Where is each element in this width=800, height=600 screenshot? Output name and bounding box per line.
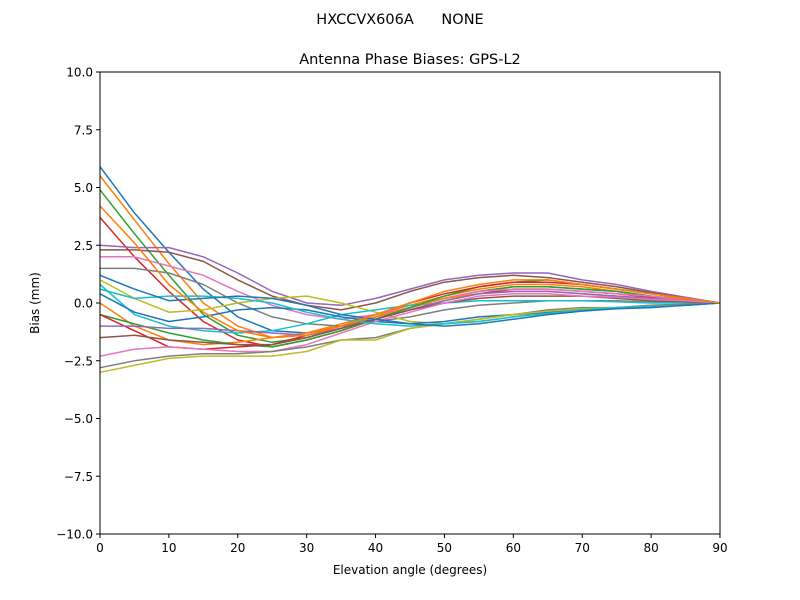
x-tick-label: 20 <box>230 541 245 555</box>
y-axis: 10.0 7.5 5.0 2.5 0.0 −2.5 −5.0 −7.5 −10.0 <box>56 66 100 542</box>
series-line-6 <box>100 249 721 311</box>
series-line-17 <box>99 293 721 357</box>
series-line-21 <box>99 274 721 327</box>
y-tick-label: −7.5 <box>64 470 93 484</box>
y-axis-label: Bias (mm) <box>28 272 42 334</box>
y-tick-label: 7.5 <box>74 123 93 137</box>
y-tick-label: 0.0 <box>74 297 93 311</box>
series-lines <box>99 166 721 374</box>
series-line-10 <box>99 283 720 334</box>
chart-suptitle: HXCCVX606A NONE <box>316 12 483 28</box>
series-line-22 <box>99 205 721 339</box>
y-tick-label: 2.5 <box>74 239 93 253</box>
x-tick-label: 30 <box>299 541 314 555</box>
y-tick-label: −10.0 <box>56 528 93 542</box>
series-line-16 <box>99 295 721 346</box>
x-tick-label: 40 <box>368 541 383 555</box>
x-tick-label: 60 <box>506 541 521 555</box>
x-tick-label: 80 <box>643 541 658 555</box>
series-line-5 <box>99 244 721 307</box>
x-tick-label: 90 <box>712 541 727 555</box>
y-tick-label: −2.5 <box>64 354 93 368</box>
x-tick-label: 0 <box>96 541 104 555</box>
x-axis-label: Elevation angle (degrees) <box>333 563 487 577</box>
x-axis: 0 10 20 30 40 50 60 70 80 90 <box>96 534 728 555</box>
series-line-8 <box>100 267 720 327</box>
y-tick-label: −5.0 <box>64 412 93 426</box>
x-tick-label: 50 <box>437 541 452 555</box>
chart-title: Antenna Phase Biases: GPS-L2 <box>299 52 521 68</box>
series-line-20 <box>99 288 721 327</box>
x-tick-label: 10 <box>161 541 176 555</box>
y-tick-label: 5.0 <box>74 181 93 195</box>
y-tick-label: 10.0 <box>66 66 93 80</box>
x-tick-label: 70 <box>575 541 590 555</box>
